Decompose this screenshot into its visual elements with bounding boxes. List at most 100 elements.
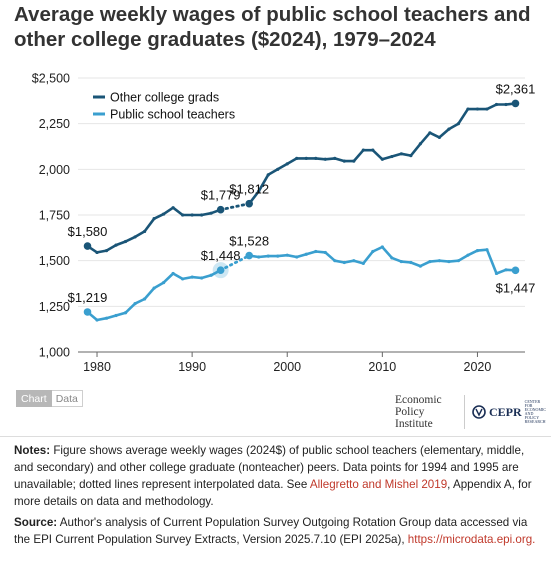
data-point[interactable] [399,152,403,156]
data-point[interactable] [485,107,489,111]
data-point[interactable] [447,259,451,264]
data-point[interactable] [285,253,289,257]
data-point[interactable] [114,243,118,247]
epi-logo[interactable]: Economic Policy Institute [395,394,442,430]
legend-label[interactable]: Other college grads [110,91,219,105]
data-point[interactable] [133,235,137,239]
data-point[interactable] [456,259,461,263]
data-point[interactable] [485,248,489,252]
data-point[interactable] [371,148,375,152]
labeled-point[interactable] [216,205,225,214]
data-point[interactable] [504,268,508,272]
data-point[interactable] [418,264,422,268]
data-point[interactable] [95,318,99,322]
data-point[interactable] [409,154,413,158]
data-point[interactable] [475,107,480,111]
data-point[interactable] [466,107,470,111]
labeled-point[interactable] [245,199,253,208]
data-point[interactable] [314,249,318,254]
y-tick-label: 1,750 [39,209,70,223]
data-point[interactable] [295,255,299,259]
data-point[interactable] [304,252,308,256]
data-point[interactable] [171,271,175,276]
data-point[interactable] [466,253,470,257]
data-point[interactable] [371,249,375,254]
data-point[interactable] [276,167,280,171]
data-point[interactable] [266,254,270,258]
data-point[interactable] [323,250,327,255]
legend-label[interactable]: Public school teachers [110,108,235,122]
data-point[interactable] [142,297,147,301]
labeled-point[interactable] [83,308,92,316]
data-point[interactable] [361,148,365,152]
labeled-point[interactable] [216,266,225,274]
chart-tab[interactable]: Chart [16,390,52,407]
data-tab[interactable]: Data [51,390,83,407]
data-point[interactable] [152,286,156,290]
data-point[interactable] [418,142,422,146]
data-point[interactable] [390,256,394,260]
data-point[interactable] [333,259,337,263]
data-point[interactable] [342,260,346,265]
data-point[interactable] [456,122,461,126]
data-point[interactable] [437,135,442,139]
data-point[interactable] [504,102,508,107]
logo-divider [464,395,465,429]
data-point[interactable] [409,260,413,265]
data-point[interactable] [494,102,499,107]
data-point[interactable] [314,156,318,160]
data-point[interactable] [304,156,308,160]
data-point[interactable] [257,255,261,259]
data-point[interactable] [266,173,270,177]
source-link[interactable]: https://microdata.epi.org. [407,533,536,546]
data-point[interactable] [181,213,185,217]
data-point[interactable] [181,277,185,281]
data-point[interactable] [104,249,109,253]
data-point[interactable] [95,250,99,255]
data-point[interactable] [494,271,499,276]
data-point[interactable] [447,127,451,131]
notes-section: Notes: Figure shows average weekly wages… [14,442,544,552]
labeled-point[interactable] [511,266,520,275]
data-point[interactable] [123,311,128,315]
data-point[interactable] [209,273,213,277]
data-point[interactable] [437,259,442,263]
data-point[interactable] [295,156,299,160]
data-point[interactable] [142,229,147,234]
data-point[interactable] [133,301,137,306]
data-point[interactable] [352,259,356,263]
data-point[interactable] [276,254,280,258]
data-point[interactable] [342,159,346,163]
data-point[interactable] [171,206,175,210]
data-point[interactable] [399,259,403,264]
data-point[interactable] [152,217,156,221]
data-point[interactable] [428,131,432,135]
data-point[interactable] [323,157,327,161]
labeled-point[interactable] [83,242,92,250]
data-point[interactable] [428,259,432,264]
data-point[interactable] [352,159,356,163]
data-point[interactable] [475,249,480,253]
notes-citation-link[interactable]: Allegretto and Mishel 2019 [309,478,448,491]
labeled-point[interactable] [245,251,253,260]
data-point[interactable] [114,313,118,318]
data-point[interactable] [380,245,384,249]
data-point[interactable] [380,157,384,161]
data-point[interactable] [104,316,109,320]
data-point[interactable] [285,162,289,166]
data-point[interactable] [361,261,365,266]
data-point[interactable] [190,275,194,279]
data-point[interactable] [161,212,166,216]
data-point[interactable] [333,156,337,160]
data-point[interactable] [200,213,204,217]
data-point[interactable] [257,189,261,193]
line-chart: 1,000 1,250 1,500 1,750 2,000 2,250 $2,500 1980… [32,72,536,375]
data-point[interactable] [123,239,128,244]
cepr-logo[interactable]: CEPR CENTER FOR ECONOMIC AND POLICY RESE… [472,400,546,424]
data-point[interactable] [390,154,394,159]
labeled-point[interactable] [511,99,520,108]
data-point[interactable] [161,280,166,285]
data-point[interactable] [209,211,213,215]
data-point[interactable] [200,276,204,280]
data-point[interactable] [190,213,194,217]
